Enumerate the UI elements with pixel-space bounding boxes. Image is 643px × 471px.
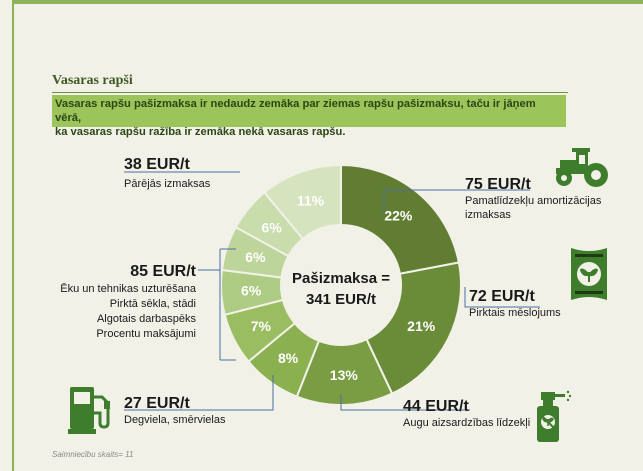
annotation-value-amortization: 75 EUR/t [465,176,531,193]
leader-line-5 [198,248,236,361]
center-label-line-2: 341 EUR/t [305,291,377,308]
slice-label-2: 21% [407,318,436,334]
annotation-text-plant-protection: Augu aizsardzības līdzekļi [403,417,531,429]
tractor-icon [556,148,608,187]
footer-note: Saimniecību skaits= 11 [52,450,134,459]
slice-label-7: 6% [245,249,266,265]
subtitle-line-1: Vasaras rapšu pašizmaksa ir nedaudz zemā… [55,98,536,124]
slice-label-6: 6% [241,283,262,299]
slice-label-3: 13% [330,367,359,383]
sprayer-icon [537,390,572,442]
slice-label-5: 7% [251,318,272,334]
annotation-value-fertilizer: 72 EUR/t [469,288,535,305]
annotation-value-other: 38 EUR/t [124,156,190,173]
annotation-text-fertilizer: Pirktais mēslojums [469,307,561,319]
annotation-text-amortization-1: Pamatlīdzekļu amortizācijas [465,195,602,207]
slice-label-1: 22% [384,208,413,224]
annotation-text-amortization-2: izmaksas [465,209,511,221]
fertilizer-bag-icon [571,248,607,300]
annotation-text-fuel: Degviela, smērvielas [124,414,226,426]
annotation-text-grouped-1: Ēku un tehnikas uzturēšana [60,283,196,295]
annotation-text-grouped-3: Algotais darbaspēks [96,313,196,325]
donut-hole [281,225,401,345]
annotation-text-grouped-2: Pirktā sēkla, stādi [109,298,196,310]
center-label-line-1: Pašizmaksa = [292,270,390,287]
leader-line-4 [124,375,274,411]
subtitle-line-2: ka vasaras rapšu ražība ir zemāka nekā v… [55,126,346,138]
leader-line-3 [340,395,470,411]
subtitle-box: Vasaras rapšu pašizmaksa ir nedaudz zemā… [52,95,566,138]
left-accent-rule [12,0,14,471]
top-accent-bar [12,0,643,4]
slice-label-4: 8% [278,350,299,366]
annotation-value-fuel: 27 EUR/t [124,395,190,412]
annotation-value-grouped: 85 EUR/t [130,263,196,280]
title-divider [52,92,568,93]
fuel-pump-icon [68,387,110,434]
annotation-text-grouped-4: Procentu maksājumi [96,328,196,340]
slice-label-9: 11% [297,192,325,208]
section-title: Vasaras rapši [52,73,133,88]
leader-line-1 [383,189,530,211]
leader-line-2 [464,287,540,308]
annotation-value-plant-protection: 44 EUR/t [403,398,469,415]
slice-label-8: 6% [262,220,283,236]
annotation-text-other: Pārējās izmaksas [124,178,211,190]
